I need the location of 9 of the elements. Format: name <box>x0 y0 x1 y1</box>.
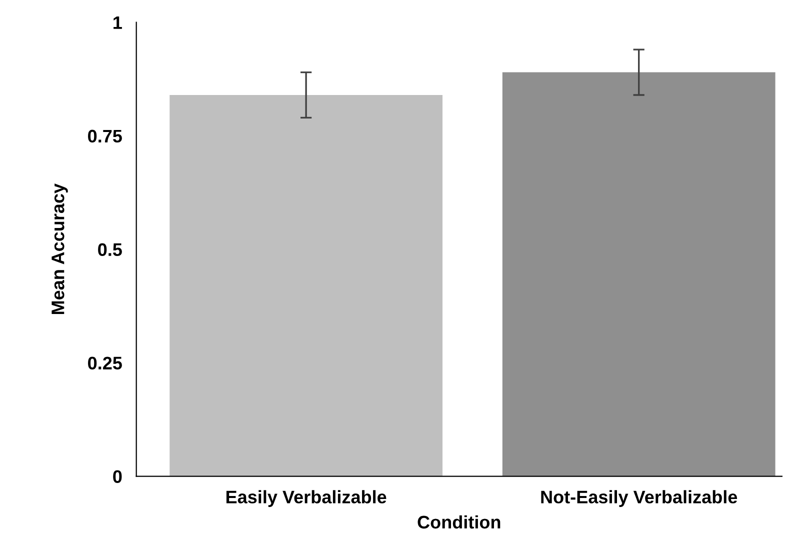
y-axis-title: Mean Accuracy <box>52 184 68 314</box>
y-tick-label: 0.25 <box>88 356 122 370</box>
y-tick-label: 0.75 <box>88 130 122 143</box>
x-tick-label: Not-Easily Verbalizable <box>541 490 738 507</box>
x-axis-title: Condition <box>418 515 500 529</box>
x-tick-label: Easily Verbalizable <box>226 490 386 507</box>
y-tick-label: 0 <box>113 470 122 483</box>
y-tick-label: 1 <box>114 16 122 29</box>
y-tick-label: 0.5 <box>98 243 122 256</box>
